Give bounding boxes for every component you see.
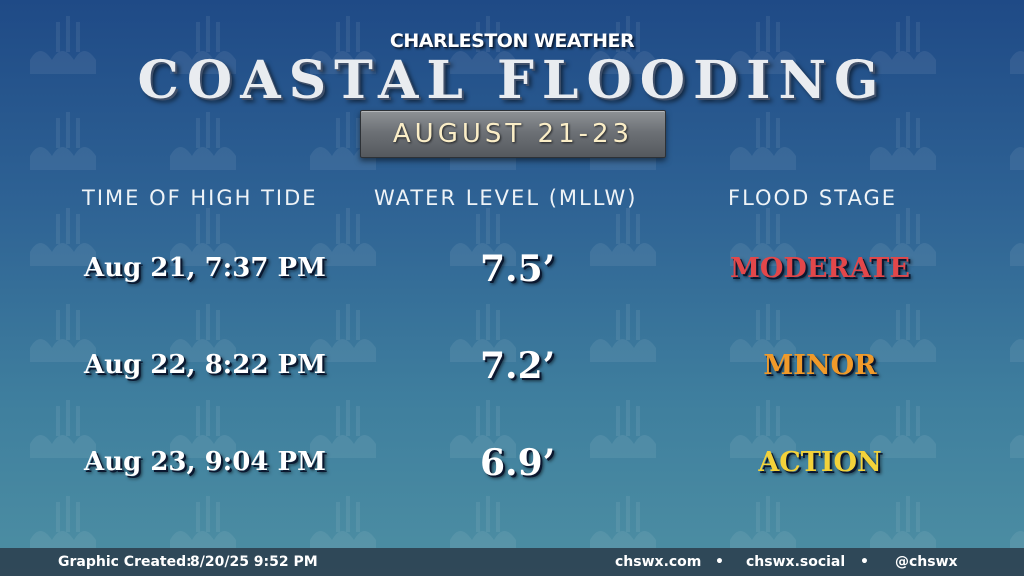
- footer-link-handle[interactable]: @chswx: [895, 554, 958, 570]
- date-range-label: AUGUST 21-23: [392, 119, 634, 149]
- row-3-water-level: 6.9’: [480, 442, 556, 484]
- row-2-water-level: 7.2’: [480, 345, 556, 387]
- row-2-flood-stage: MINOR: [763, 350, 877, 381]
- footer-link-website[interactable]: chswx.com: [615, 554, 702, 570]
- footer-bar: Graphic Created: 8/20/25 9:52 PM chswx.c…: [0, 548, 1024, 576]
- date-range-banner: AUGUST 21-23: [360, 110, 666, 158]
- page-title: COASTAL FLOODING: [137, 50, 887, 111]
- column-header-flood-stage: FLOOD STAGE: [728, 186, 897, 210]
- row-3-time: Aug 23, 9:04 PM: [84, 447, 326, 477]
- column-header-water-level: WATER LEVEL (MLLW): [374, 186, 638, 210]
- row-2-time: Aug 22, 8:22 PM: [84, 350, 326, 380]
- footer-link-social[interactable]: chswx.social: [746, 554, 846, 570]
- graphic-created-timestamp: 8/20/25 9:52 PM: [190, 554, 318, 570]
- footer-separator-1: •: [715, 554, 724, 570]
- footer-separator-2: •: [860, 554, 869, 570]
- column-header-time: TIME OF HIGH TIDE: [82, 186, 318, 210]
- row-3-flood-stage: ACTION: [758, 447, 882, 478]
- row-1-flood-stage: MODERATE: [730, 253, 910, 284]
- row-1-time: Aug 21, 7:37 PM: [84, 253, 326, 283]
- brand-name: CHARLESTON WEATHER: [389, 30, 635, 52]
- graphic-created-label: Graphic Created:: [58, 554, 192, 570]
- row-1-water-level: 7.5’: [480, 248, 556, 290]
